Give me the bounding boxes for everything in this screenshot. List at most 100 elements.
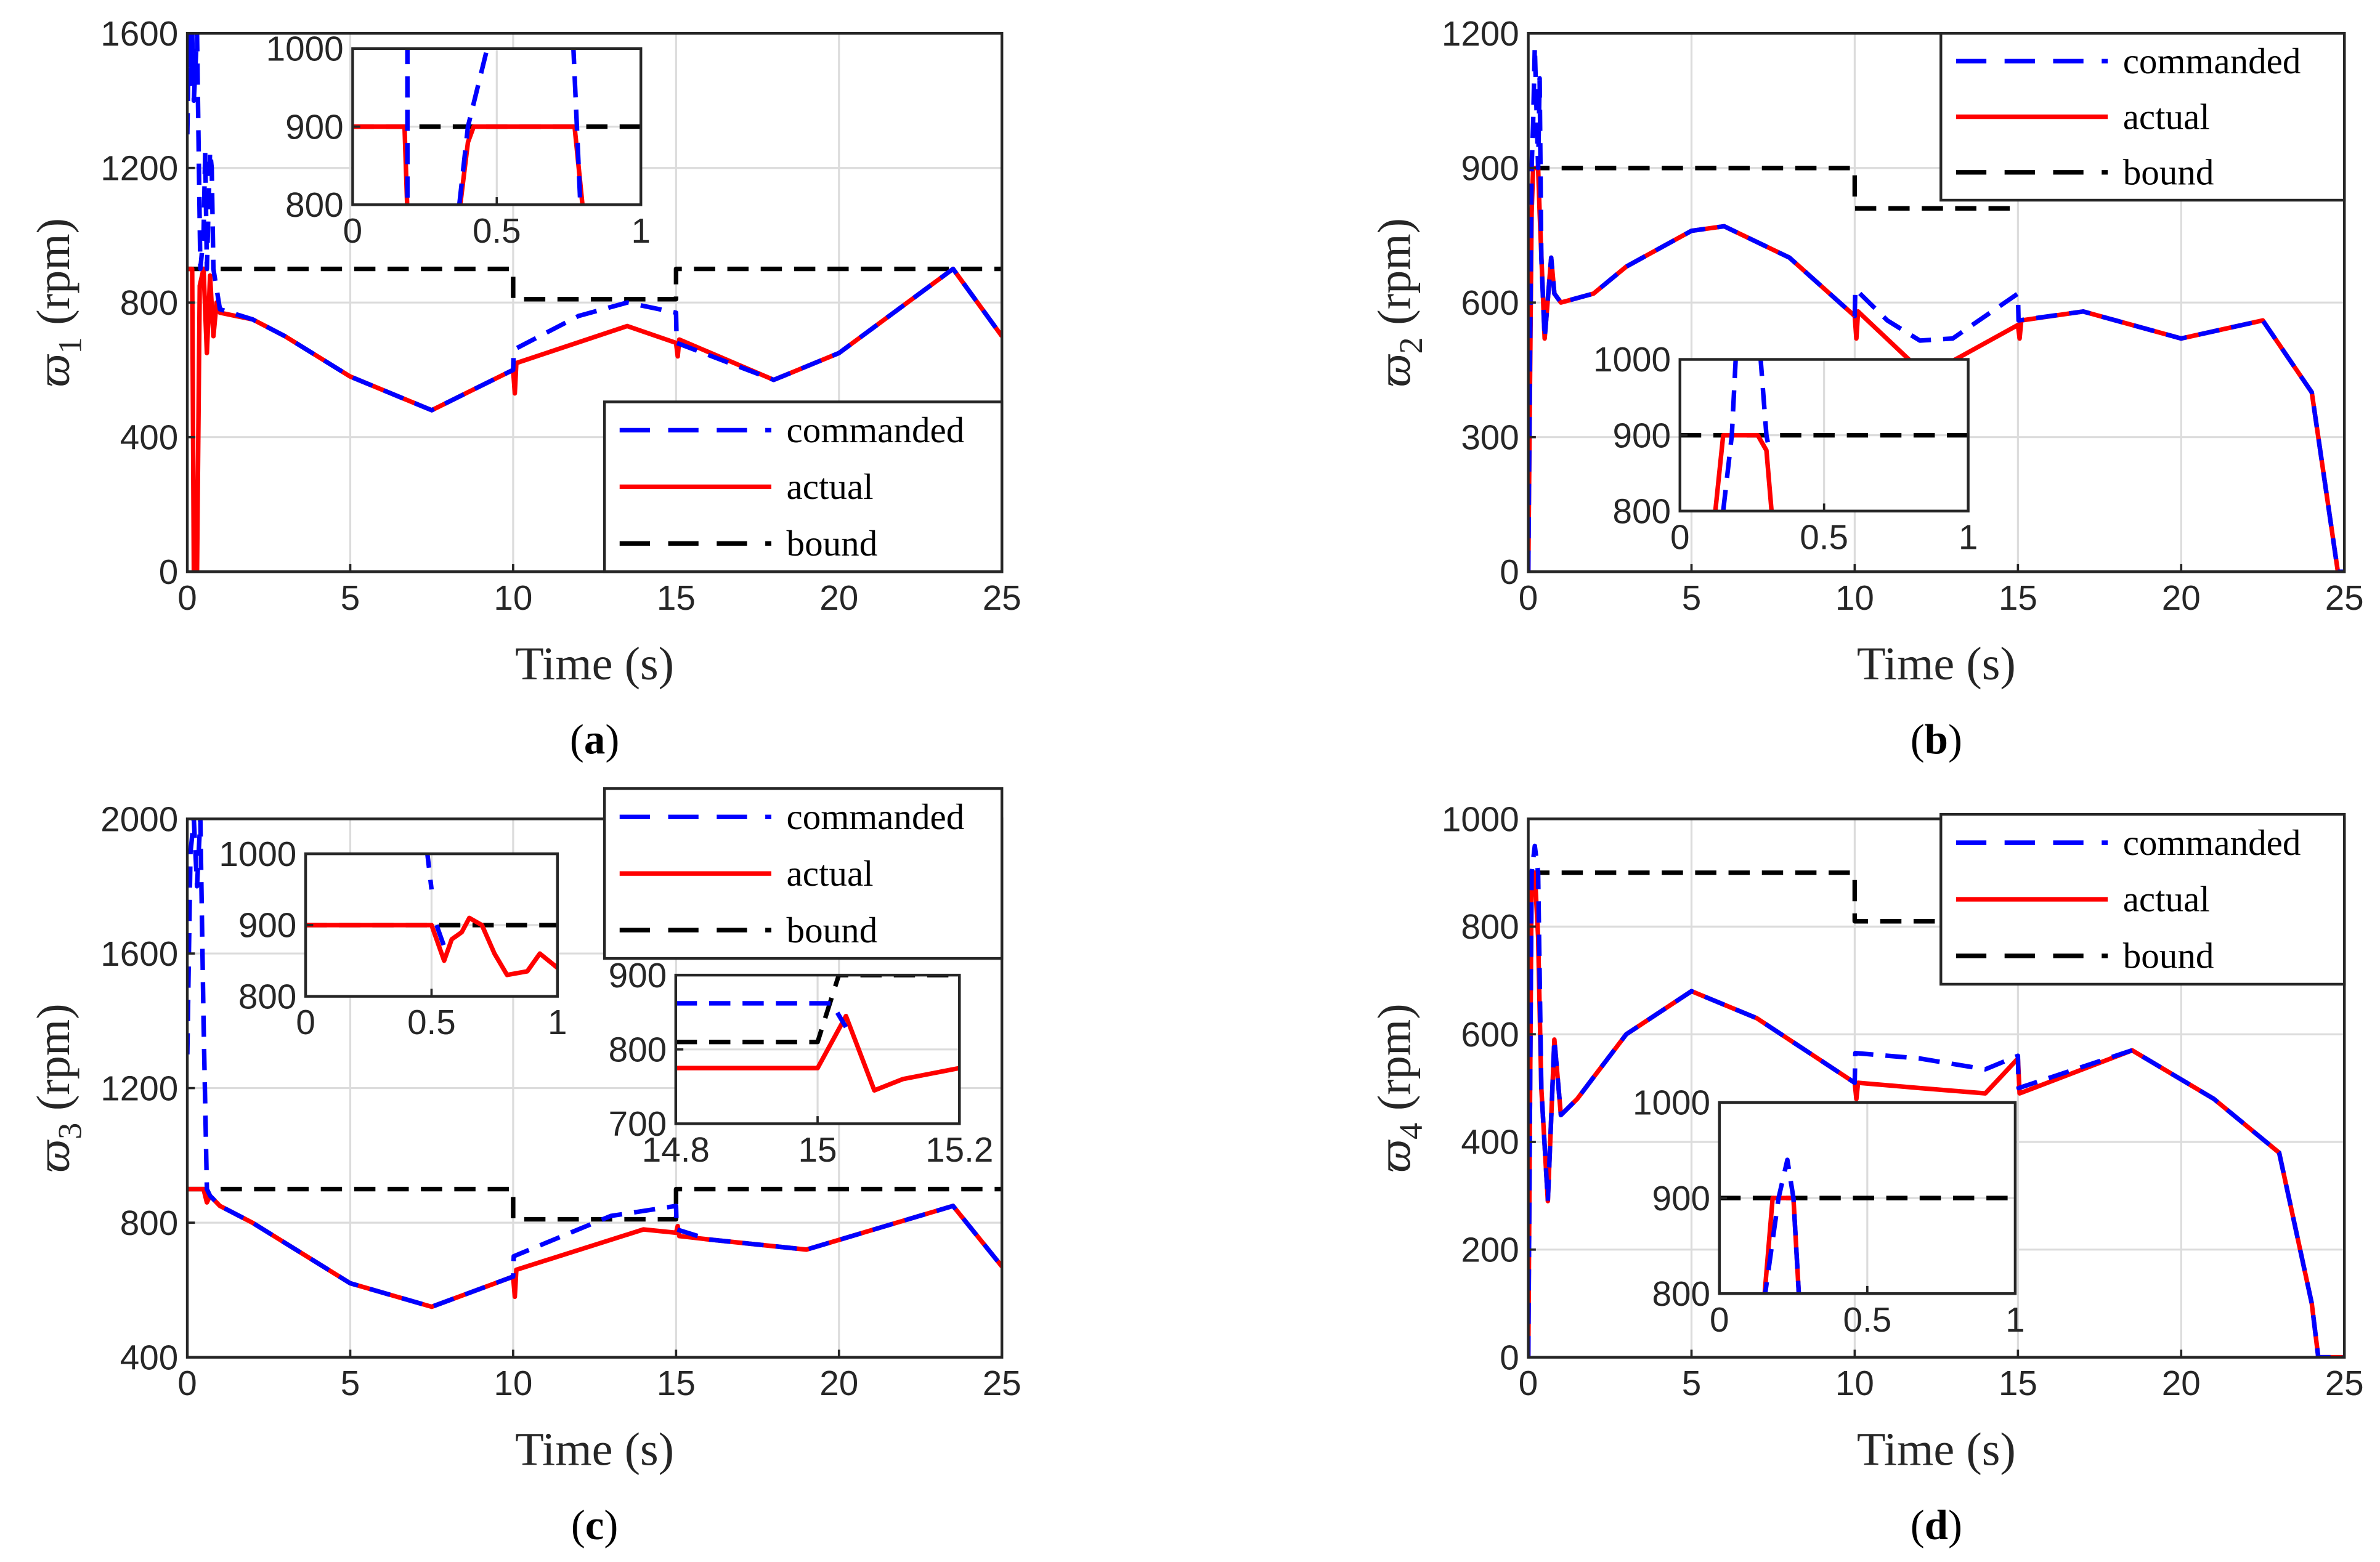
x-tick-label: 15.2 (925, 1130, 993, 1169)
x-tick-label: 15 (798, 1130, 837, 1169)
series-commanded-line (1528, 44, 2345, 572)
legend-label-actual: actual (787, 853, 874, 894)
paren-open: ( (1911, 716, 1925, 763)
x-tick-label: 0.5 (1843, 1300, 1891, 1339)
series-actual-line (1713, 432, 1774, 511)
paren-close: ) (1948, 716, 1962, 763)
y-axis-unit: (rpm) (1368, 1003, 1421, 1111)
series-actual-line (1528, 166, 2345, 572)
panel-label: (c) (571, 1502, 619, 1548)
y-tick-label: 900 (1652, 1179, 1710, 1218)
x-tick-label: 0.5 (473, 211, 521, 250)
series-commanded-line (1763, 1157, 1801, 1294)
y-axis-label: ϖ2 (rpm) (1368, 218, 1430, 387)
y-tick-label: 600 (1461, 1015, 1519, 1054)
y-tick-label: 900 (609, 956, 667, 995)
x-tick-label: 15 (1999, 578, 2037, 617)
inset-plot: 0 0.5 1 800 900 1000 (219, 835, 567, 1042)
series-group (187, 819, 1002, 1309)
y-tick-label: 800 (1652, 1274, 1710, 1313)
y-tick-label: 0 (1500, 1338, 1519, 1377)
x-tick-label: 1 (631, 211, 650, 250)
x-tick-label: 5 (1682, 1364, 1701, 1402)
series-commanded-line (405, 48, 583, 205)
x-tick-label: 10 (1835, 1364, 1874, 1402)
series-commanded-line (1721, 359, 1772, 511)
x-tick-label: 1 (1959, 517, 1978, 556)
x-tick-label: 25 (983, 578, 1021, 617)
y-tick-label: 1200 (1442, 14, 1519, 53)
legend-label-actual: actual (2123, 96, 2210, 137)
legend-label-commanded: commanded (787, 796, 965, 837)
series-group (187, 33, 1002, 572)
y-axis-symbol: ϖ (27, 1139, 79, 1173)
series-bound-line (675, 975, 960, 1045)
series-actual-line (306, 915, 558, 977)
legend-label-bound: bound (787, 910, 878, 950)
panel-label: (a) (570, 716, 619, 763)
series-group (352, 48, 641, 205)
y-tick-label: 1000 (1442, 799, 1519, 838)
y-tick-label: 1600 (100, 14, 178, 53)
legend-label-bound: bound (2123, 936, 2214, 976)
y-tick-label: 800 (1461, 907, 1519, 946)
paren-close: ) (1948, 1502, 1962, 1548)
x-tick-label: 25 (983, 1364, 1021, 1402)
panel-label: (b) (1911, 716, 1962, 763)
series-group (306, 854, 558, 977)
series-group (1528, 44, 2345, 572)
x-tick-label: 0 (177, 578, 197, 617)
x-tick-label: 0.5 (1800, 517, 1848, 556)
y-tick-label: 1000 (219, 835, 296, 873)
series-commanded-line (187, 33, 1002, 413)
y-tick-label: 900 (285, 107, 343, 146)
y-axis-label: ϖ1 (rpm) (27, 218, 89, 387)
y-axis-subscript: 2 (1392, 337, 1429, 354)
series-bound-line (187, 266, 1002, 302)
y-tick-label: 0 (159, 552, 178, 591)
series-actual-line (675, 1013, 960, 1093)
y-axis-unit: (rpm) (27, 218, 79, 325)
x-tick-label: 20 (2162, 578, 2201, 617)
x-tick-label: 0 (1519, 1364, 1538, 1402)
series-commanded-line (675, 1001, 848, 1029)
paren-open: ( (570, 716, 584, 763)
y-tick-label: 800 (120, 283, 178, 322)
y-tick-label: 700 (609, 1104, 667, 1143)
y-tick-label: 800 (1613, 492, 1671, 530)
x-tick-label: 15 (657, 1364, 696, 1402)
series-group (675, 975, 960, 1093)
inset-plot: 0 0.5 1 800 900 1000 (1633, 1083, 2025, 1339)
paren-close: ) (605, 716, 619, 763)
series-commanded-line (424, 854, 447, 947)
x-tick-label: 1 (548, 1003, 567, 1042)
legend-label-actual: actual (2123, 879, 2210, 920)
x-tick-label: 5 (341, 1364, 360, 1402)
legend-label-commanded: commanded (2123, 822, 2301, 863)
panel-letter: a (584, 716, 605, 763)
y-tick-label: 1200 (100, 1069, 178, 1107)
inset-plot: 0 0.5 1 800 900 1000 (266, 29, 651, 250)
series-commanded-line (1528, 843, 2345, 1358)
y-axis-unit: (rpm) (1368, 218, 1421, 325)
x-tick-label: 0 (1519, 578, 1538, 617)
x-tick-label: 0 (1670, 517, 1689, 556)
legend-label-commanded: commanded (787, 410, 965, 450)
x-tick-label: 0.5 (407, 1003, 456, 1042)
series-group (1528, 843, 2345, 1358)
inset-plot: 14.8 15 15.2 700 800 900 (609, 956, 994, 1169)
y-axis-label: ϖ4 (rpm) (1368, 1003, 1430, 1172)
y-axis-subscript: 1 (52, 337, 89, 354)
x-tick-label: 5 (1682, 578, 1701, 617)
legend: commanded actual bound (1939, 31, 2346, 202)
panel-letter: b (1925, 716, 1948, 763)
x-tick-label: 10 (1835, 578, 1874, 617)
y-tick-label: 200 (1461, 1230, 1519, 1269)
x-tick-label: 20 (819, 1364, 858, 1402)
y-axis-label: ϖ3 (rpm) (27, 1003, 89, 1172)
y-tick-label: 1000 (266, 29, 344, 68)
